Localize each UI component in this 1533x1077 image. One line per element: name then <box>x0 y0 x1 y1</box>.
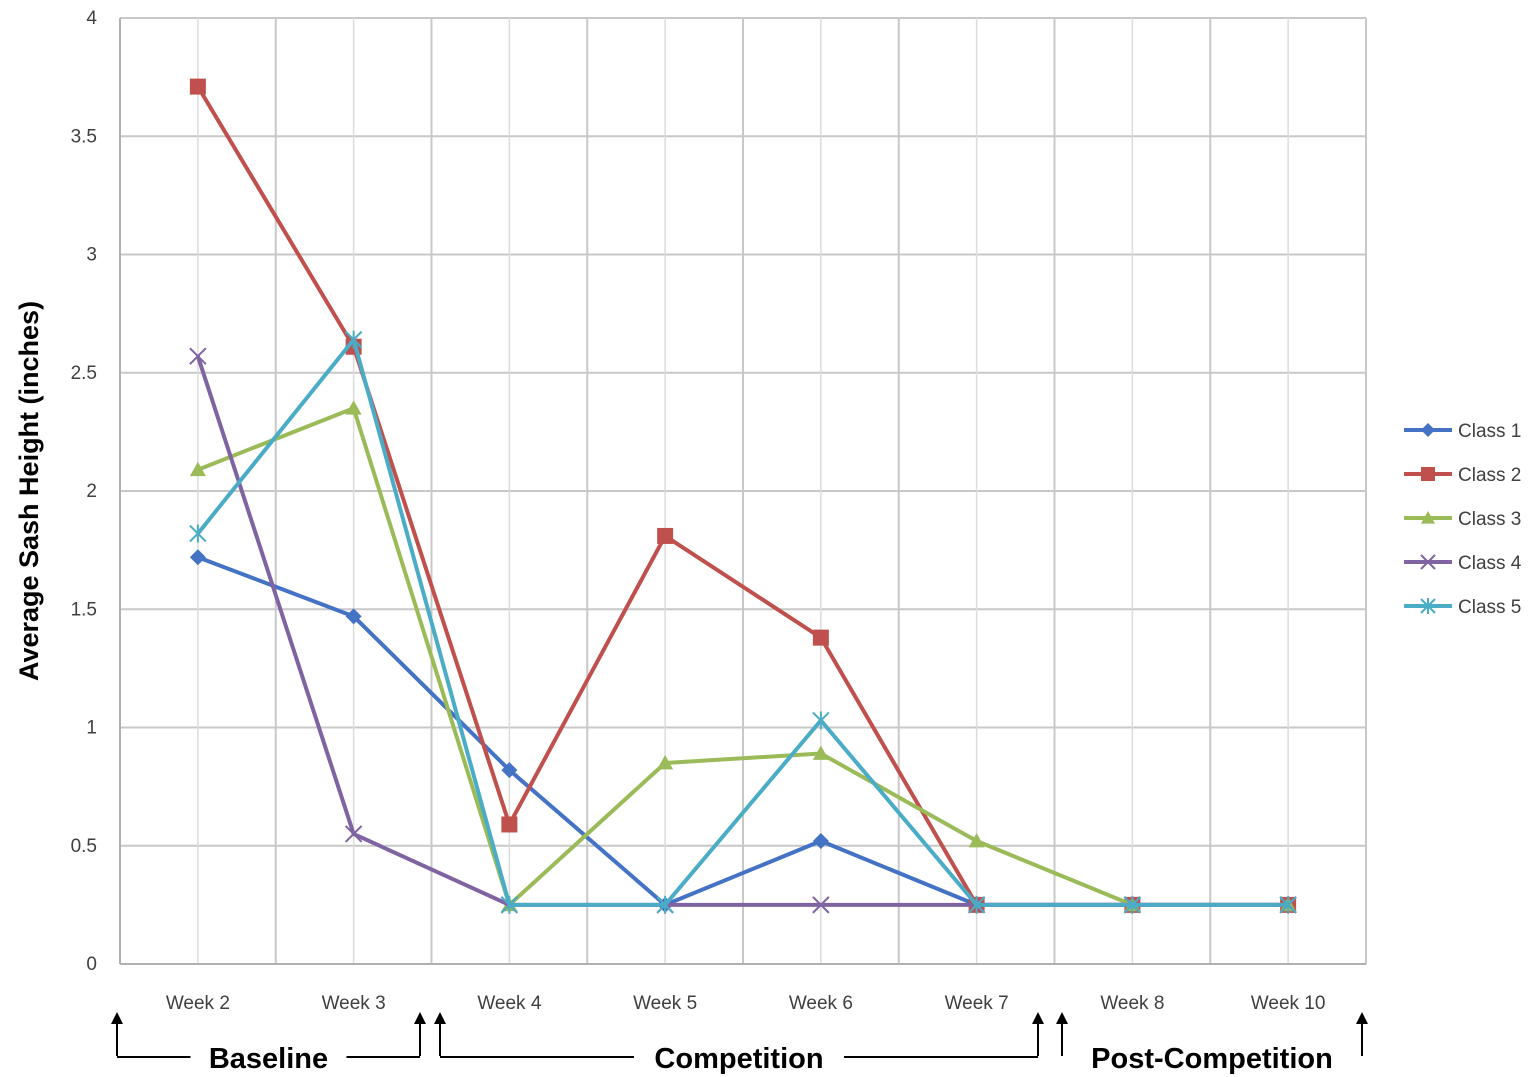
data-point-x <box>344 825 363 843</box>
phase-label: Competition <box>654 1043 823 1075</box>
data-point-star <box>812 711 830 730</box>
data-point-diamond <box>1421 423 1435 437</box>
y-tick-label: 4 <box>86 8 97 29</box>
x-tick-label: Week 3 <box>322 993 386 1014</box>
data-point-square <box>189 78 206 95</box>
y-tick-label: 2 <box>86 481 97 502</box>
y-axis-label: Average Sash Height (inches) <box>14 301 44 681</box>
x-tick-label: Week 6 <box>789 993 853 1014</box>
data-point-star <box>344 330 363 349</box>
data-point-star <box>1123 895 1142 914</box>
data-point-star <box>967 895 986 914</box>
series-line <box>197 406 1289 907</box>
legend-label: Class 3 <box>1458 509 1521 530</box>
data-point-triangle <box>812 745 829 760</box>
legend-item: Class 2 <box>1404 465 1521 486</box>
data-point-star <box>656 895 674 914</box>
phase-annotations: Baseline Competition Post-Competition <box>111 1012 1368 1075</box>
series-class-5 <box>189 330 1297 914</box>
data-point-triangle <box>1421 511 1435 524</box>
y-tick-label: 3.5 <box>71 126 97 147</box>
x-tick-label: Week 10 <box>1251 993 1326 1014</box>
data-point-x <box>812 896 830 914</box>
y-tick-label: 3 <box>86 245 97 266</box>
data-point-star <box>189 524 207 543</box>
phase-arrow-head <box>414 1012 426 1024</box>
data-point-square <box>1421 467 1435 481</box>
phase-competition: Competition <box>434 1012 1044 1075</box>
data-point-triangle <box>657 754 674 770</box>
x-axis: Week 2 Week 3 Week 4 Week 5 Week 6 Week 7 Week… <box>166 993 1326 1014</box>
x-tick-label: Week 7 <box>945 993 1009 1014</box>
phase-baseline: Baseline <box>111 1012 426 1075</box>
data-point-square <box>657 527 674 544</box>
data-point-star <box>1279 895 1297 914</box>
data-point-triangle <box>968 833 985 848</box>
data-point-star <box>1420 598 1436 614</box>
data-point-triangle <box>189 461 206 477</box>
phase-arrow-head <box>434 1012 446 1024</box>
phase-post-competition: Post-Competition <box>1056 1012 1368 1075</box>
data-point-triangle <box>345 400 362 415</box>
x-tick-label: Week 8 <box>1100 993 1164 1014</box>
grid <box>119 17 1367 965</box>
legend-item: Class 5 <box>1404 597 1521 618</box>
data-point-x <box>1420 554 1436 570</box>
y-tick-label: 2.5 <box>71 363 97 384</box>
phase-label: Baseline <box>209 1043 328 1075</box>
data-point-diamond <box>501 762 518 779</box>
legend-label: Class 5 <box>1458 597 1521 618</box>
legend: Class 1 Class 2 Class 3 Class 4 Class 5 <box>1404 421 1522 618</box>
legend-item: Class 3 <box>1404 509 1521 530</box>
phase-arrow-head <box>1056 1012 1068 1024</box>
series-line <box>196 337 1289 907</box>
phase-label: Post-Competition <box>1091 1043 1333 1075</box>
data-point-x <box>189 347 207 365</box>
y-tick-label: 0.5 <box>71 836 97 857</box>
legend-label: Class 4 <box>1458 553 1522 574</box>
phase-arrow-head <box>111 1012 123 1024</box>
data-point-diamond <box>812 833 829 850</box>
data-point-star <box>500 895 519 914</box>
phase-arrow-head <box>1356 1012 1368 1024</box>
y-tick-label: 1 <box>86 718 97 739</box>
legend-label: Class 2 <box>1458 465 1521 486</box>
x-tick-label: Week 2 <box>166 993 230 1014</box>
data-point-square <box>812 629 829 646</box>
data-point-square <box>501 816 518 833</box>
legend-label: Class 1 <box>1458 421 1521 442</box>
series-group <box>189 78 1297 914</box>
y-tick-label: 1.5 <box>71 599 97 620</box>
legend-item: Class 1 <box>1404 421 1521 442</box>
legend-item: Class 4 <box>1404 553 1522 574</box>
x-tick-label: Week 4 <box>477 993 542 1014</box>
phase-arrow-head <box>1032 1012 1044 1024</box>
y-axis: 0 0.5 1 1.5 2 2.5 3 3.5 4 <box>71 8 98 975</box>
data-point-diamond <box>345 608 362 625</box>
y-tick-label: 0 <box>86 954 97 975</box>
data-point-diamond <box>189 549 206 566</box>
x-tick-label: Week 5 <box>633 993 697 1014</box>
